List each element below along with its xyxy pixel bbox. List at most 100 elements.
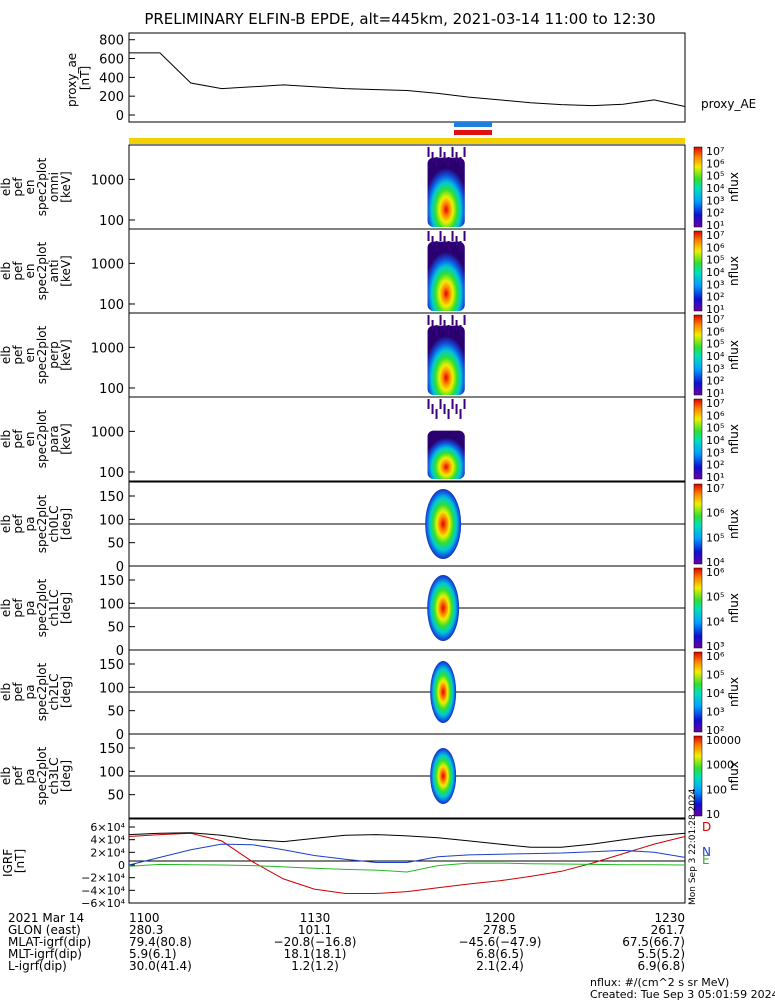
colorbar-tick: 10¹ — [706, 471, 724, 484]
colorbar-tick: 10 — [706, 808, 720, 821]
colorbar-tick: 10⁴ — [706, 687, 725, 700]
colorbar-tick: 10⁴ — [706, 615, 725, 628]
spectrogram-pixel — [435, 325, 438, 335]
colorbar-scale — [693, 230, 703, 312]
footer-row-value: 1230 — [654, 911, 685, 925]
colorbar-tick: 10000 — [706, 734, 741, 747]
tick-label: 50 — [107, 789, 124, 804]
spectra-panel-1: elbpefenspec2plotomni[keV] 100010010⁷10⁶1… — [0, 144, 741, 232]
ylabel-line: spec2plot — [35, 578, 49, 637]
spectrogram-data — [430, 748, 457, 804]
colorbar-tick: 10² — [706, 375, 724, 388]
spectrogram-pixel — [431, 404, 434, 414]
footer-row-label: MLAT-igrf(dip) — [8, 935, 91, 949]
spectrogram-pixel — [459, 409, 462, 419]
footer-row-value: 101.1 — [298, 923, 332, 937]
footer-row-label: GLON (east) — [8, 923, 81, 937]
panel-ylabel: elbpefpaspec2plotch3LC[deg] — [0, 746, 73, 805]
spectrogram-data — [427, 241, 465, 311]
colorbar-tick: 10⁴ — [706, 266, 725, 279]
spectrogram-pixel — [427, 231, 430, 241]
spectrogram-pixel — [459, 325, 462, 335]
colorbar-tick: 10³ — [706, 640, 724, 653]
igrf-tick-label: −6×10⁴ — [81, 897, 125, 910]
spectrogram-pixel — [443, 320, 446, 330]
panel-ylabel: elbpefenspec2plotanti[keV] — [0, 241, 73, 300]
igrf-tick-label: −2×10⁴ — [81, 872, 125, 885]
colorbar-unit: nflux — [727, 256, 741, 286]
footer-row-value: −45.6(−47.9) — [459, 935, 542, 949]
spectrogram-pixel — [447, 157, 450, 167]
tick-label: 50 — [107, 705, 124, 720]
ylabel-line: [deg] — [59, 760, 73, 792]
colorbar-tick: 10⁵ — [706, 254, 724, 267]
igrf-tick-label: 6×10⁴ — [90, 821, 125, 834]
panel-frame — [128, 312, 686, 398]
colorbar-tick: 10² — [706, 291, 724, 304]
figure-title: PRELIMINARY ELFIN-B EPDE, alt=445km, 202… — [144, 10, 655, 28]
tick-label: 100 — [99, 214, 124, 229]
ae-tick-label: 600 — [99, 53, 124, 68]
tick-label: 50 — [107, 621, 124, 636]
colorbar-tick: 10⁵ — [706, 669, 724, 682]
spectrogram-pixel — [463, 399, 466, 409]
blue-bar — [454, 122, 492, 127]
proxy-ae-panel: proxy_ae [nT] 800 600 400 200 0 proxy_AE — [65, 32, 756, 124]
spectrogram-pixel — [455, 404, 458, 414]
spectrogram-pixel — [435, 241, 438, 251]
tick-label: 0 — [116, 644, 124, 659]
ylabel-line: ch3LC — [47, 758, 61, 795]
spectrogram-pixel — [447, 241, 450, 251]
ylabel-line: pef — [11, 429, 25, 449]
tick-label: 100 — [99, 466, 124, 481]
footer-row-value: 5.9(6.1) — [129, 947, 177, 961]
igrf-tick-label: 4×10⁴ — [90, 834, 125, 847]
ylabel-line: spec2plot — [35, 241, 49, 300]
spectrogram-pixel — [443, 152, 446, 162]
ylabel-line: pef — [11, 345, 25, 365]
igrf-panel: IGRF [nT] 6×10⁴4×10⁴2×10⁴0−2×10⁴−4×10⁴−6… — [1, 788, 711, 910]
tick-label: 1000 — [91, 257, 124, 272]
spectrogram-pixel — [427, 315, 430, 325]
colorbar-tick: 10⁷ — [706, 229, 724, 242]
ylabel-line: elb — [0, 262, 13, 280]
tick-label: 50 — [107, 537, 124, 552]
colorbar-tick: 10⁷ — [706, 397, 724, 410]
ylabel-line: pa — [23, 601, 37, 616]
ae-tick-label: 200 — [99, 90, 124, 105]
colorbar-tick: 10⁵ — [706, 591, 724, 604]
ylabel-line: elb — [0, 683, 13, 701]
ylabel-line: [deg] — [59, 592, 73, 624]
spectrogram-pixel — [451, 147, 454, 157]
science-zone-bar — [129, 138, 685, 144]
ylabel-line: anti — [47, 260, 61, 283]
footer-row-label: 2021 Mar 14 — [8, 911, 84, 925]
colorbar: 10⁶ 10⁵ 10⁴ 10³ nflux — [693, 566, 741, 653]
ylabel-line: [keV] — [59, 171, 73, 202]
spectrogram-pixel — [447, 325, 450, 335]
ylabel-line: pef — [11, 598, 25, 618]
spectra-panel-2: elbpefenspec2plotanti[keV] 100010010⁷10⁶1… — [0, 228, 741, 316]
panel-ylabel: elbpefenspec2plotomni[keV] — [0, 157, 73, 216]
ylabel-line: pef — [11, 766, 25, 786]
ylabel-line: en — [23, 180, 37, 195]
footer-row-value: −20.8(−16.8) — [274, 935, 357, 949]
colorbar-tick: 10⁵ — [706, 422, 724, 435]
panel-ylabel: elbpefpaspec2plotch0LC[deg] — [0, 494, 73, 553]
colorbar-tick: 10¹ — [706, 387, 724, 400]
colorbar-tick: 10⁴ — [706, 434, 725, 447]
panel-ylabel: elbpefenspec2plotpara[keV] — [0, 409, 73, 468]
colorbar-tick: 10⁴ — [706, 350, 725, 363]
footer-row-value: 5.5(5.2) — [637, 947, 685, 961]
colorbar-tick: 10⁶ — [706, 650, 725, 663]
ylabel-line: spec2plot — [35, 325, 49, 384]
footer-row-value: 278.5 — [483, 923, 517, 937]
footer-row-value: 67.5(66.7) — [622, 935, 685, 949]
colorbar-tick: 10⁶ — [706, 325, 725, 338]
igrf-line-e — [128, 862, 686, 873]
igrf-total-line — [128, 832, 686, 848]
